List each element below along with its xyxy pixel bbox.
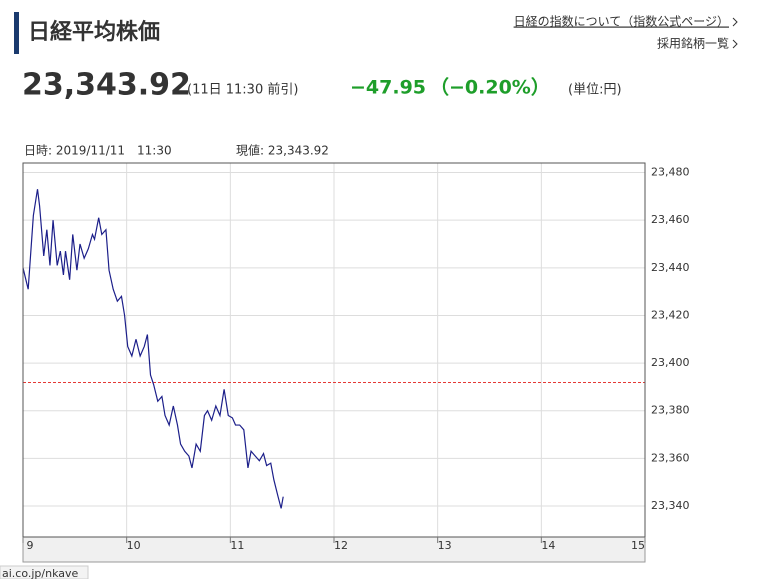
x-tick-label: 15 bbox=[631, 539, 645, 552]
y-tick-label: 23,380 bbox=[651, 404, 690, 417]
index-link[interactable]: 日経の指数について（指数公式ページ） bbox=[514, 14, 729, 29]
x-tick-label: 11 bbox=[230, 539, 244, 552]
info-date: 日時: 2019/11/11 11:30 bbox=[24, 144, 172, 158]
y-tick-label: 23,340 bbox=[651, 499, 690, 512]
x-tick-label: 14 bbox=[541, 539, 555, 552]
status-url: ai.co.jp/nkave bbox=[2, 567, 79, 579]
x-tick-label: 9 bbox=[27, 539, 34, 552]
y-tick-label: 23,360 bbox=[651, 451, 690, 464]
title-bar bbox=[14, 12, 19, 54]
price-line bbox=[22, 189, 284, 509]
y-tick-label: 23,440 bbox=[651, 261, 690, 274]
x-tick-label: 10 bbox=[127, 539, 141, 552]
info-current: 現値: 23,343.92 bbox=[236, 143, 329, 158]
status-bar bbox=[0, 565, 89, 579]
x-tick-label: 12 bbox=[334, 539, 348, 552]
chevron bbox=[732, 17, 738, 27]
y-tick-label: 23,480 bbox=[651, 166, 690, 179]
y-tick-label: 23,420 bbox=[651, 308, 690, 321]
unit: (単位:円) bbox=[568, 82, 622, 98]
chevron bbox=[732, 39, 738, 49]
y-tick-label: 23,460 bbox=[651, 213, 690, 226]
price: 23,343.92 bbox=[22, 68, 191, 103]
change: −47.95 bbox=[350, 77, 426, 99]
change-pct: （−0.20%） bbox=[430, 76, 550, 99]
x-tick-label: 13 bbox=[438, 539, 452, 552]
page-title: 日経平均株価 bbox=[28, 19, 160, 45]
quote-time: (11日 11:30 前引) bbox=[187, 82, 298, 98]
constituents-link[interactable]: 採用銘柄一覧 bbox=[657, 36, 729, 51]
y-tick-label: 23,400 bbox=[651, 356, 690, 369]
